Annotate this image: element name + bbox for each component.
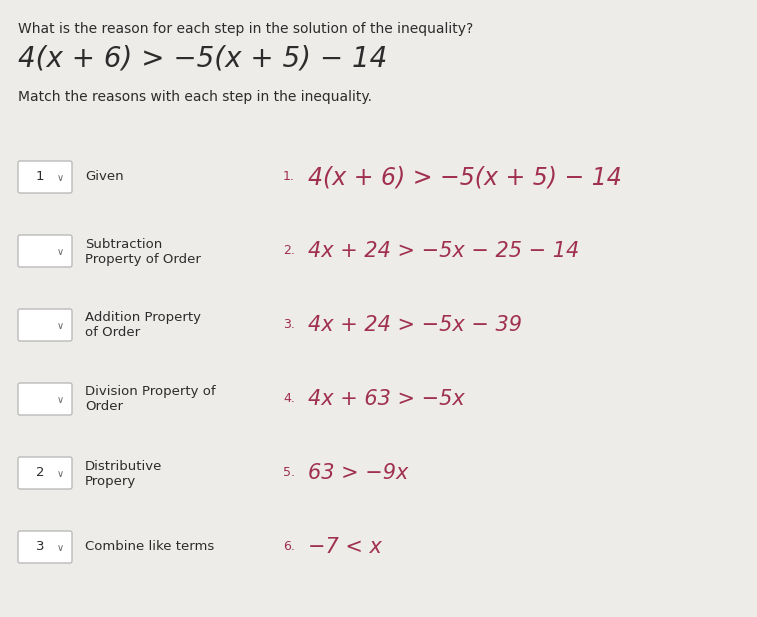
- FancyBboxPatch shape: [18, 457, 72, 489]
- Text: Property of Order: Property of Order: [85, 252, 201, 265]
- Text: Distributive: Distributive: [85, 460, 162, 473]
- FancyBboxPatch shape: [18, 531, 72, 563]
- Text: Division Property of: Division Property of: [85, 386, 216, 399]
- FancyBboxPatch shape: [18, 161, 72, 193]
- Text: Propery: Propery: [85, 474, 136, 487]
- Text: Combine like terms: Combine like terms: [85, 540, 214, 553]
- Text: 2.: 2.: [283, 244, 295, 257]
- Text: 4.: 4.: [283, 392, 295, 405]
- Text: What is the reason for each step in the solution of the inequality?: What is the reason for each step in the …: [18, 22, 473, 36]
- Text: 4x + 63 > −5x: 4x + 63 > −5x: [308, 389, 465, 409]
- Text: ∨: ∨: [57, 543, 64, 553]
- Text: −7 < x: −7 < x: [308, 537, 382, 557]
- Text: 3: 3: [36, 540, 44, 553]
- Text: ∨: ∨: [57, 173, 64, 183]
- Text: 63 > −9x: 63 > −9x: [308, 463, 408, 483]
- FancyBboxPatch shape: [18, 383, 72, 415]
- Text: 6.: 6.: [283, 540, 295, 553]
- Text: Addition Property: Addition Property: [85, 312, 201, 325]
- Text: Match the reasons with each step in the inequality.: Match the reasons with each step in the …: [18, 90, 372, 104]
- Text: 4x + 24 > −5x − 39: 4x + 24 > −5x − 39: [308, 315, 522, 335]
- Text: 4x + 24 > −5x − 25 − 14: 4x + 24 > −5x − 25 − 14: [308, 241, 579, 261]
- Text: 4(x + 6) > −5(x + 5) − 14: 4(x + 6) > −5(x + 5) − 14: [308, 165, 621, 189]
- FancyBboxPatch shape: [18, 235, 72, 267]
- Text: Subtraction: Subtraction: [85, 238, 162, 251]
- Text: 3.: 3.: [283, 318, 295, 331]
- Text: ∨: ∨: [57, 321, 64, 331]
- Text: 1: 1: [36, 170, 44, 183]
- Text: 5.: 5.: [283, 466, 295, 479]
- Text: ∨: ∨: [57, 395, 64, 405]
- Text: 1.: 1.: [283, 170, 295, 183]
- Text: ∨: ∨: [57, 469, 64, 479]
- Text: 4(x + 6) > −5(x + 5) − 14: 4(x + 6) > −5(x + 5) − 14: [18, 45, 388, 73]
- Text: 2: 2: [36, 466, 44, 479]
- Text: ∨: ∨: [57, 247, 64, 257]
- Text: of Order: of Order: [85, 326, 140, 339]
- FancyBboxPatch shape: [18, 309, 72, 341]
- Text: Given: Given: [85, 170, 123, 183]
- Text: Order: Order: [85, 400, 123, 413]
